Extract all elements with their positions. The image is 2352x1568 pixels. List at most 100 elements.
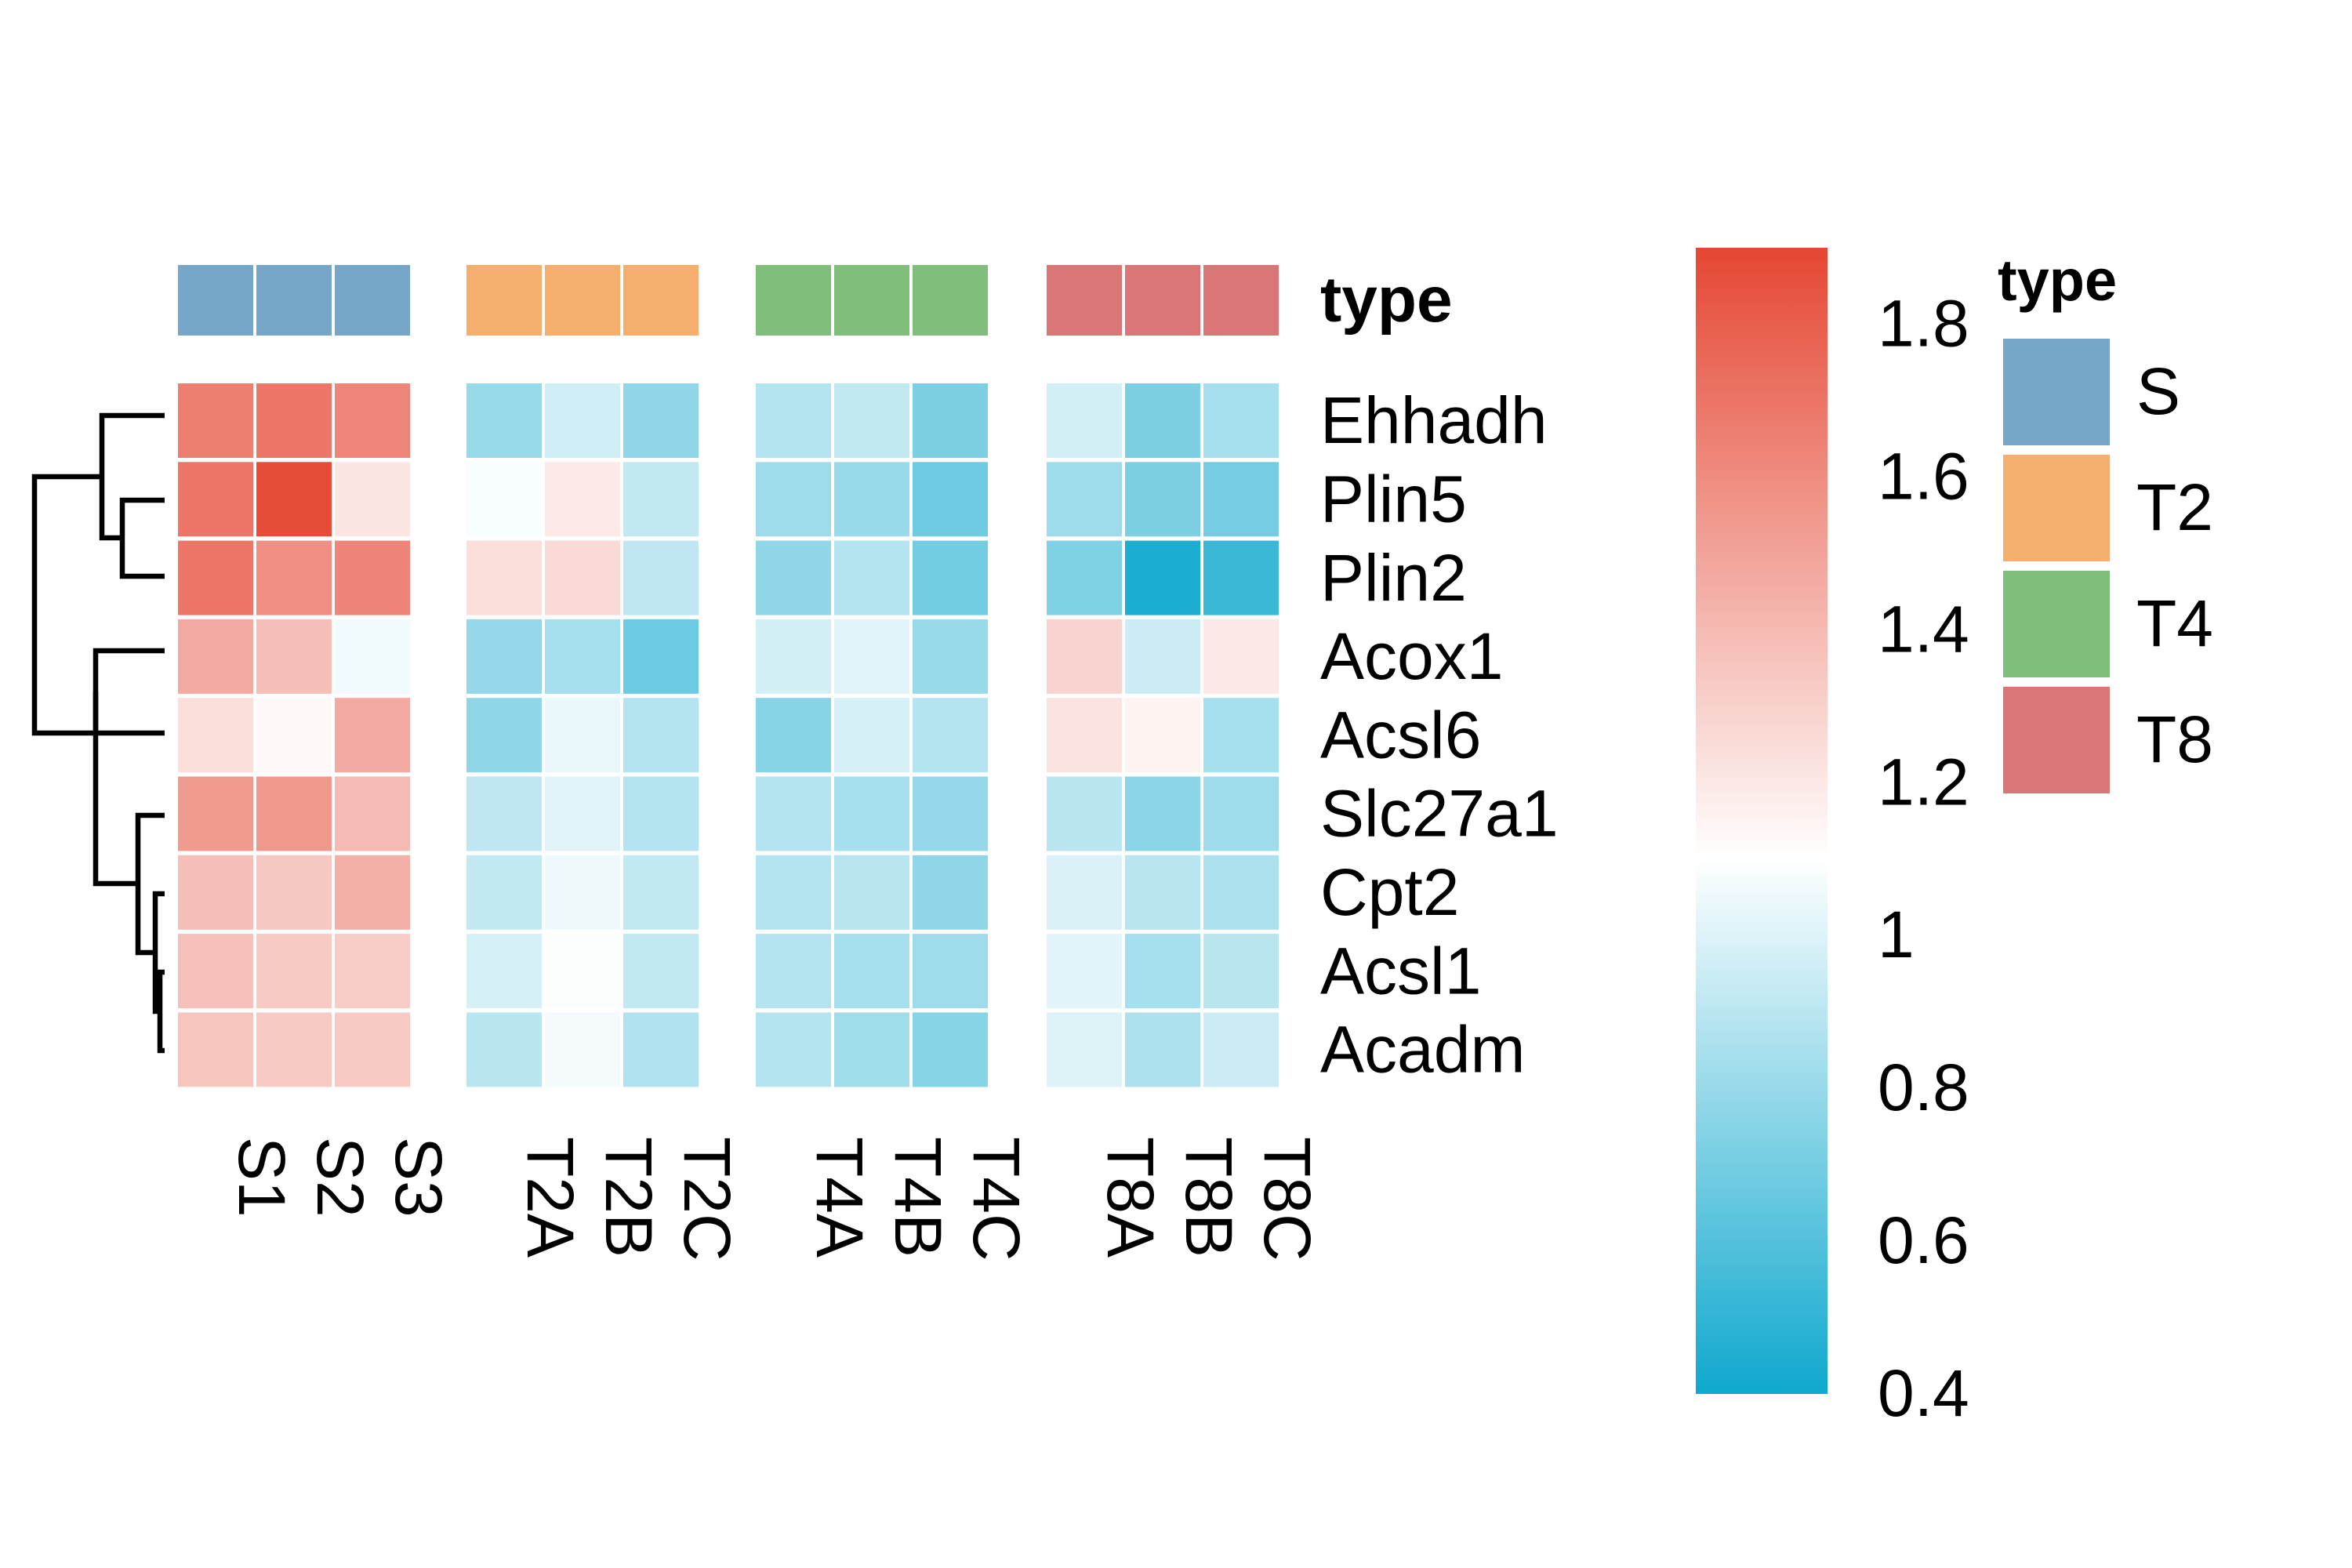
heatmap-cell-cpt2-t4c — [913, 855, 988, 930]
dendrogram-branch-acsl1-acadm — [157, 969, 165, 1054]
heatmap-cell-cpt2-t4b — [834, 855, 909, 930]
heatmap-cell-acsl1-s1 — [178, 934, 253, 1009]
heatmap-cell-acsl6-t8a — [1047, 698, 1122, 773]
dendrogram-branch-acox1-acsl6 — [93, 648, 165, 736]
heatmap-cell-slc27a1-s1 — [178, 776, 253, 851]
heatmap-cell-acsl6-t8b — [1125, 698, 1200, 773]
heatmap-cell-cpt2-t4a — [756, 855, 831, 930]
annotation-cell-s1 — [178, 265, 253, 336]
heatmap-cell-acadm-s2 — [256, 1012, 332, 1087]
heatmap-cell-acadm-t8b — [1125, 1012, 1200, 1087]
heatmap-cell-acsl6-t4a — [756, 698, 831, 773]
annotation-cell-t8a — [1047, 265, 1122, 336]
heatmap-cell-acsl1-t4b — [834, 934, 909, 1009]
heatmap-cell-plin2-t8a — [1047, 540, 1122, 615]
dendrogram-branch-slc27a1 — [135, 812, 165, 956]
heatmap-cell-ehhadh-t8c — [1203, 383, 1279, 458]
legend-label-s: S — [2136, 354, 2180, 428]
column-label-t2b: T2B — [592, 1137, 666, 1258]
row-label-slc27a1: Slc27a1 — [1320, 777, 1559, 851]
column-label-t4c: T4C — [960, 1137, 1033, 1261]
heatmap-cell-acsl6-t4b — [834, 698, 909, 773]
column-label-t8a: T8A — [1094, 1137, 1167, 1258]
legend-label-t4: T4 — [2136, 586, 2213, 660]
heatmap-cell-acsl6-s1 — [178, 698, 253, 773]
color-scale-tick-label: 1.6 — [1878, 439, 1969, 513]
annotation-cell-t8b — [1125, 265, 1200, 336]
heatmap-cell-acsl6-t4c — [913, 698, 988, 773]
heatmap-cell-ehhadh-t8a — [1047, 383, 1122, 458]
heatmap-cell-slc27a1-t2a — [466, 776, 542, 851]
dendrogram-branch-b-c — [93, 691, 138, 887]
heatmap-cell-acox1-t8b — [1125, 619, 1200, 694]
heatmap-cell-acox1-s2 — [256, 619, 332, 694]
heatmap-cell-acox1-t4b — [834, 619, 909, 694]
heatmap-cell-ehhadh-s2 — [256, 383, 332, 458]
heatmap-cell-plin2-t2a — [466, 540, 542, 615]
color-scale-tick-label: 1.4 — [1878, 592, 1969, 666]
heatmap-cell-acadm-t8c — [1203, 1012, 1279, 1087]
annotation-label: type — [1320, 264, 1453, 336]
annotation-cell-t2b — [545, 265, 620, 336]
heatmap-cell-plin2-s1 — [178, 540, 253, 615]
heatmap-cell-plin2-s2 — [256, 540, 332, 615]
row-labels: EhhadhPlin5Plin2Acox1Acsl6Slc27a1Cpt2Acs… — [1320, 383, 1559, 1086]
heatmap-cell-acox1-t2a — [466, 619, 542, 694]
heatmap-cell-cpt2-t2a — [466, 855, 542, 930]
heatmap-cell-plin2-s3 — [335, 540, 410, 615]
heatmap-cell-plin2-t2c — [623, 540, 699, 615]
legend-label-t8: T8 — [2136, 702, 2213, 776]
annotation-cell-t2a — [466, 265, 542, 336]
heatmap-cell-acsl6-t2b — [545, 698, 620, 773]
heatmap-cell-acsl1-t8b — [1125, 934, 1200, 1009]
column-label-s2: S2 — [303, 1137, 377, 1218]
color-scale-tick-label: 1.2 — [1878, 745, 1969, 818]
row-dendrogram — [31, 412, 165, 1054]
heatmap-cell-ehhadh-t4c — [913, 383, 988, 458]
heatmap-cell-cpt2-t2b — [545, 855, 620, 930]
column-label-t2c: T2C — [670, 1137, 744, 1261]
heatmap-cell-acsl1-t2a — [466, 934, 542, 1009]
heatmap-cell-acox1-s1 — [178, 619, 253, 694]
heatmap-cell-plin2-t8b — [1125, 540, 1200, 615]
heatmap-cell-ehhadh-s1 — [178, 383, 253, 458]
heatmap-cell-plin5-t4b — [834, 462, 909, 537]
column-label-t4a: T4A — [803, 1137, 877, 1258]
heatmap-cell-plin2-t2b — [545, 540, 620, 615]
heatmap-cell-plin5-t8c — [1203, 462, 1279, 537]
annotation-cell-t2c — [623, 265, 699, 336]
annotation-cell-s2 — [256, 265, 332, 336]
column-label-s3: S3 — [382, 1137, 456, 1218]
heatmap-cell-plin5-t4a — [756, 462, 831, 537]
heatmap-cell-plin5-t8b — [1125, 462, 1200, 537]
heatmap-cell-ehhadh-t2c — [623, 383, 699, 458]
heatmap-cell-acsl1-t8a — [1047, 934, 1122, 1009]
heatmap-cell-slc27a1-t4c — [913, 776, 988, 851]
heatmap-cell-acsl6-t2a — [466, 698, 542, 773]
heatmap-cell-plin2-t8c — [1203, 540, 1279, 615]
heatmap-cell-acadm-t2c — [623, 1012, 699, 1087]
heatmap-cells — [178, 383, 1279, 1087]
row-label-plin2: Plin2 — [1320, 541, 1467, 615]
heatmap-cell-acadm-t2b — [545, 1012, 620, 1087]
row-label-acsl6: Acsl6 — [1320, 698, 1481, 771]
row-label-acsl1: Acsl1 — [1320, 934, 1481, 1007]
heatmap-cell-acsl6-t2c — [623, 698, 699, 773]
color-scale-tick-label: 0.8 — [1878, 1051, 1969, 1124]
heatmap-cell-acadm-t4b — [834, 1012, 909, 1087]
heatmap-cell-acsl6-t8c — [1203, 698, 1279, 773]
column-label-t2a: T2A — [514, 1137, 587, 1258]
heatmap-cell-ehhadh-t2a — [466, 383, 542, 458]
heatmap-cell-acadm-t8a — [1047, 1012, 1122, 1087]
heatmap-cell-plin5-t8a — [1047, 462, 1122, 537]
legend-entries: S T2 T4 T8 — [2003, 339, 2213, 793]
heatmap-cell-acox1-t2c — [623, 619, 699, 694]
color-scale-bar — [1696, 248, 1828, 1394]
heatmap-cell-acsl1-t4c — [913, 934, 988, 1009]
heatmap-cell-acsl1-t8c — [1203, 934, 1279, 1009]
dendrogram-branch-ehhadh — [99, 412, 165, 541]
heatmap-cell-slc27a1-s2 — [256, 776, 332, 851]
heatmap-cell-plin5-s3 — [335, 462, 410, 537]
color-scale-tick-label: 0.6 — [1878, 1203, 1969, 1277]
